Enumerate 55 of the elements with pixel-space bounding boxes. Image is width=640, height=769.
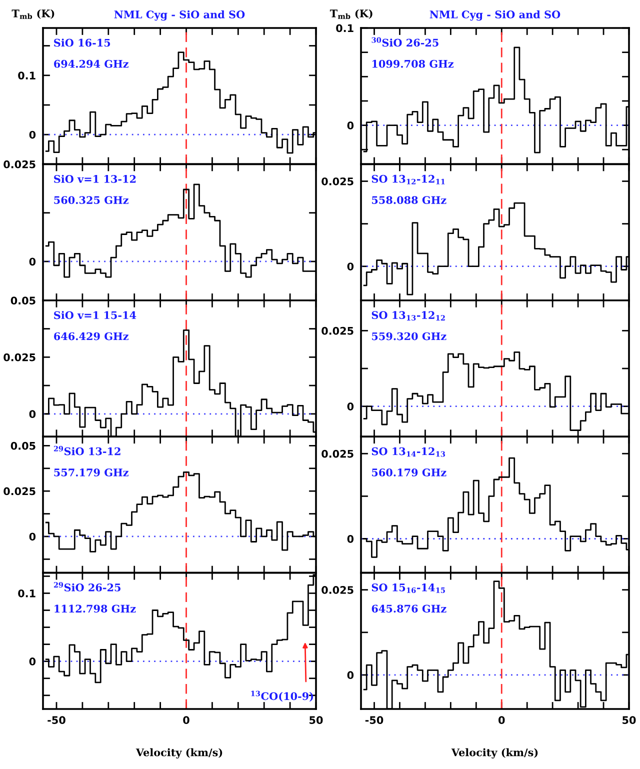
y-tick-label: 0 [29, 532, 36, 541]
x-tick-label: -50 [48, 716, 66, 724]
y-tick-label: 0.025 [322, 450, 354, 458]
x-tick-label: 50 [310, 716, 323, 724]
annotation: SO 13$_{13}$-12$_{12}$ [372, 311, 445, 321]
annotation: SO 15$_{16}$-14$_{15}$ [372, 584, 445, 593]
y-tick-label: 0.025 [322, 586, 354, 594]
annotation: SiO v=1 15-14 [54, 311, 136, 320]
annotation: 560.179 GHz [372, 468, 446, 476]
y-tick-label: 0.025 [322, 326, 354, 335]
annotation: 558.088 GHz [372, 196, 446, 204]
annotation: SiO v=1 13-12 [54, 174, 136, 183]
annotation: 694.294 GHz [54, 60, 128, 68]
x-axis-title: Velocity (km/s) [451, 748, 538, 758]
y-tick-label: 0 [29, 258, 36, 266]
y-tick-label: 0.025 [322, 177, 354, 186]
x-tick-label: 0 [183, 716, 190, 724]
y-tick-label: 0.05 [10, 442, 36, 450]
y-tick-label: 0 [347, 122, 354, 130]
annotation: $^{30}$SiO 26-25 [372, 37, 438, 47]
x-tick-label: 0 [498, 716, 505, 724]
y-tick-label: 0 [347, 671, 354, 680]
y-tick-label: 0.025 [4, 487, 36, 496]
annotation: SO 13$_{14}$-12$_{13}$ [372, 447, 446, 457]
y-tick-label: 0.025 [4, 353, 36, 362]
y-tick-label: 0.1 [336, 24, 354, 32]
annotation: SiO 16-15 [54, 38, 110, 47]
y-axis-title: T$_{mb}$ (K) [330, 9, 372, 19]
annotation: $^{29}$SiO 26-25 [54, 582, 120, 592]
x-axis-title: Velocity (km/s) [136, 748, 222, 758]
annotation: 560.325 GHz [54, 196, 128, 204]
chart-title: NML Cyg - SiO and SO [114, 10, 245, 21]
y-tick-label: 0.1 [18, 72, 36, 80]
y-tick-label: 0 [347, 262, 354, 270]
y-tick-label: 0 [29, 410, 36, 418]
annotation: 559.320 GHz [372, 332, 446, 340]
annotation: $^{13}$CO(10-9) [251, 690, 314, 702]
x-tick-label: -50 [365, 716, 384, 724]
y-tick-label: 0 [29, 658, 36, 666]
annotation: 646.429 GHz [54, 332, 128, 340]
annotation: 557.179 GHz [54, 468, 128, 476]
annotation: 1112.798 GHz [54, 604, 136, 613]
y-tick-label: 0.025 [4, 160, 36, 168]
y-tick-label: 0 [29, 130, 36, 139]
y-tick-label: 0.1 [18, 589, 36, 598]
annotation: 1099.708 GHz [372, 60, 454, 68]
x-tick-label: 50 [622, 716, 636, 724]
annotation: SO 13$_{12}$-12$_{11}$ [372, 174, 445, 184]
y-tick-label: 0 [347, 402, 354, 410]
y-axis-title: T$_{mb}$ (K) [12, 9, 54, 19]
y-tick-label: 0 [347, 534, 354, 543]
y-tick-label: 0.05 [10, 296, 36, 305]
chart-title: NML Cyg - SiO and SO [430, 10, 560, 21]
annotation: $^{29}$SiO 13-12 [54, 446, 120, 456]
annotation: 645.876 GHz [372, 604, 446, 613]
